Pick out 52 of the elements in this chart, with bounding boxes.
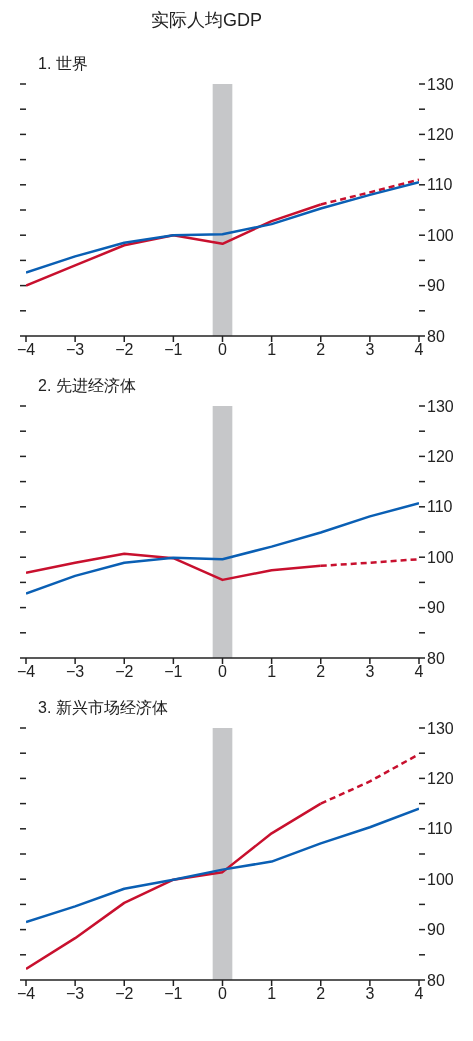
x-tick-label: 4: [414, 341, 424, 359]
y-tick-label: 90: [427, 599, 445, 617]
y-tick-label: 110: [427, 498, 453, 516]
y-tick-label: 90: [427, 921, 445, 939]
x-tick-label: 4: [414, 985, 424, 1003]
line-series: [26, 181, 419, 274]
y-tick-label: 80: [427, 327, 445, 345]
x-tick-label: 1: [267, 341, 277, 359]
x-tick-label: −4: [16, 985, 36, 1003]
x-tick-label: 3: [365, 663, 375, 681]
x-tick-label: 2: [316, 985, 326, 1003]
x-tick-label: 0: [218, 663, 228, 681]
y-tick-label: 110: [427, 820, 453, 838]
x-tick-label: −2: [115, 985, 134, 1003]
x-tick-label: −3: [66, 663, 85, 681]
line-series: [26, 807, 419, 924]
x-tick-label: −2: [115, 663, 134, 681]
y-tick-label: 80: [427, 971, 445, 989]
line-series: [26, 502, 419, 595]
x-tick-label: −1: [164, 663, 183, 681]
x-tick-label: 3: [365, 341, 375, 359]
x-tick-label: −3: [66, 985, 85, 1003]
y-tick-label: 90: [427, 277, 445, 295]
y-tick-label: 110: [427, 176, 453, 194]
x-tick-label: −4: [16, 341, 36, 359]
y-tick-label: 130: [427, 719, 454, 737]
y-tick-label: 100: [427, 548, 454, 566]
y-tick-label: 80: [427, 649, 445, 667]
x-tick-label: 1: [267, 985, 277, 1003]
chart-title: 实际人均GDP: [150, 9, 263, 32]
y-tick-label: 100: [427, 226, 454, 244]
x-tick-label: −1: [164, 341, 183, 359]
y-tick-label: 120: [427, 126, 454, 144]
chart-subtitle: 2. 先进经济体: [38, 376, 136, 396]
y-tick-label: 120: [427, 448, 454, 466]
chart-subtitle: 1. 世界: [38, 54, 88, 74]
x-tick-label: 4: [414, 663, 424, 681]
chart-subtitle: 3. 新兴市场经济体: [38, 698, 168, 718]
x-tick-label: −2: [115, 341, 134, 359]
x-tick-label: 0: [218, 341, 228, 359]
x-tick-label: −4: [16, 663, 36, 681]
y-tick-label: 130: [427, 397, 454, 415]
x-tick-label: 2: [316, 341, 326, 359]
x-tick-label: 3: [365, 985, 375, 1003]
y-tick-label: 120: [427, 770, 454, 788]
x-tick-label: 0: [218, 985, 228, 1003]
x-tick-label: 1: [267, 663, 277, 681]
x-tick-label: 2: [316, 663, 326, 681]
y-tick-label: 100: [427, 870, 454, 888]
y-tick-label: 130: [427, 75, 454, 93]
x-tick-label: −1: [164, 985, 183, 1003]
x-tick-label: −3: [66, 341, 85, 359]
